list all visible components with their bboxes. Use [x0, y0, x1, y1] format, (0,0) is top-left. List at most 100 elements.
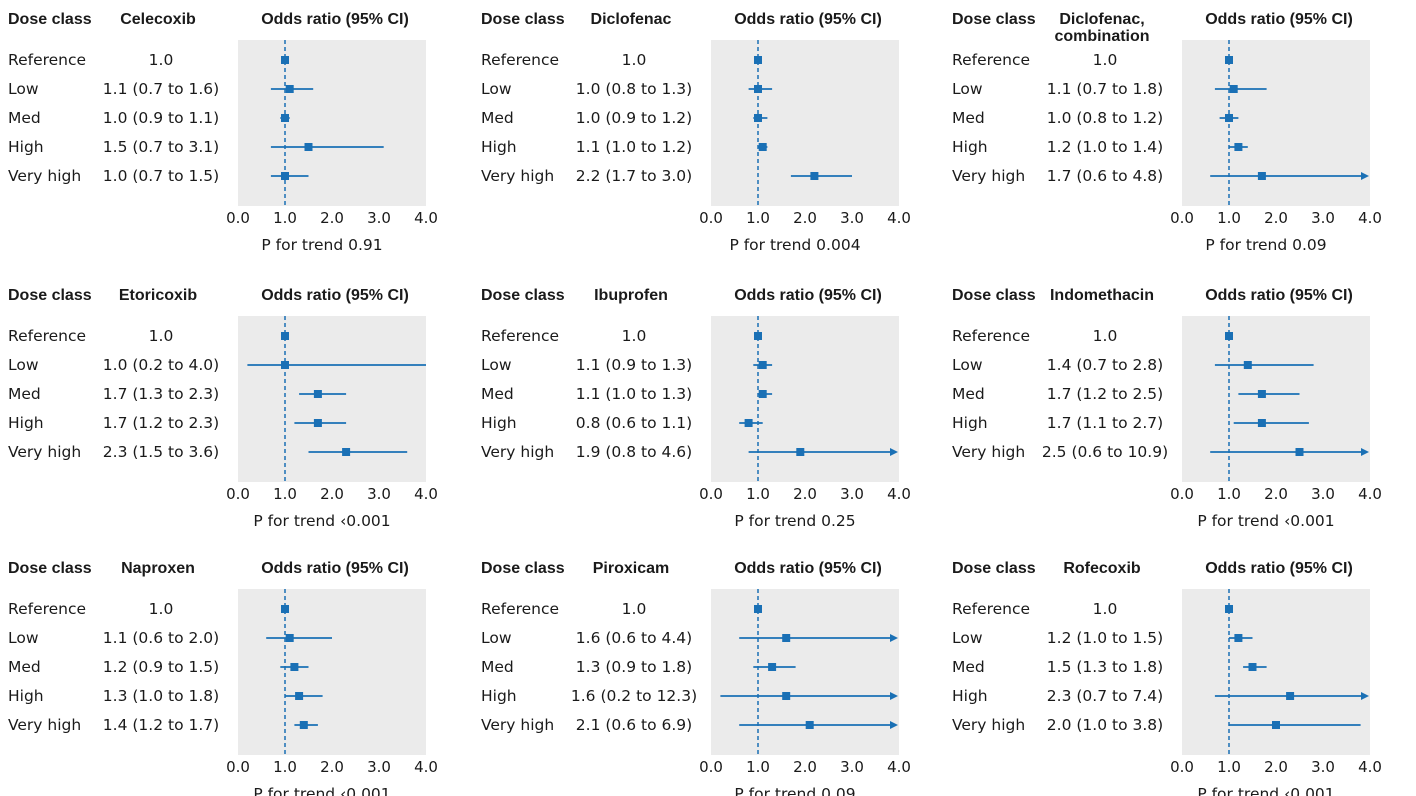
or-value: 1.5 (0.7 to 3.1): [103, 138, 219, 156]
dose-label: Very high: [952, 443, 1025, 461]
or-value: 1.1 (0.7 to 1.6): [103, 80, 219, 98]
axis-tick-label: 1.0: [273, 485, 297, 503]
plot-area: [1182, 316, 1370, 482]
plot-area: [711, 589, 899, 755]
dose-label: High: [481, 687, 517, 705]
ci-arrow: [1361, 692, 1369, 700]
point-estimate: [313, 419, 322, 427]
point-estimate: [1257, 419, 1266, 427]
p-for-trend: P for trend 0.004: [729, 236, 860, 254]
or-value: 1.0: [622, 600, 647, 618]
point-estimate: [281, 605, 289, 613]
dose-label: Very high: [8, 716, 81, 734]
dose-label: High: [8, 687, 44, 705]
axis-tick-label: 0.0: [1170, 758, 1194, 776]
forest-panel-4: Dose class Etoricoxib Odds ratio (95% CI) R…: [8, 287, 438, 530]
or-value: 1.0: [149, 600, 174, 618]
axis-tick-label: 1.0: [273, 209, 297, 227]
axis-tick-label: 2.0: [793, 758, 817, 776]
dose-label: Reference: [8, 51, 86, 69]
or-value: 1.1 (1.0 to 1.3): [576, 385, 692, 403]
axis-tick-label: 4.0: [887, 485, 911, 503]
ci-arrow: [890, 634, 898, 642]
or-value: 1.1 (0.6 to 2.0): [103, 629, 219, 647]
odds-ratio-header: Odds ratio (95% CI): [261, 11, 409, 28]
odds-ratio-header: Odds ratio (95% CI): [1205, 287, 1353, 304]
forest-panel-5: Dose class Ibuprofen Odds ratio (95% CI) Re…: [481, 287, 911, 530]
axis-tick-label: 2.0: [793, 209, 817, 227]
dose-class-header: Dose class: [952, 560, 1036, 577]
axis-tick-label: 3.0: [840, 485, 864, 503]
axis-tick-label: 4.0: [414, 209, 438, 227]
axis-tick-label: 0.0: [1170, 485, 1194, 503]
dose-class-header: Dose class: [481, 287, 565, 304]
point-estimate: [281, 332, 289, 340]
p-for-trend: P for trend ‹0.001: [1197, 785, 1334, 796]
or-value: 1.2 (0.9 to 1.5): [103, 658, 219, 676]
drug-name: Rofecoxib: [1063, 560, 1141, 577]
plot-area: [238, 589, 426, 755]
dose-label: Very high: [8, 443, 81, 461]
axis-tick-label: 3.0: [367, 209, 391, 227]
point-estimate: [281, 361, 289, 369]
forest-panel-9: Dose class Rofecoxib Odds ratio (95% CI) Re…: [952, 560, 1382, 796]
ci-arrow: [1361, 172, 1369, 180]
or-value: 1.0 (0.9 to 1.1): [103, 109, 219, 127]
or-value: 1.0: [1093, 327, 1118, 345]
drug-name: Etoricoxib: [119, 287, 197, 304]
or-value: 1.0: [1093, 600, 1118, 618]
dose-label: High: [952, 414, 988, 432]
point-estimate: [1248, 663, 1257, 671]
or-value: 1.3 (0.9 to 1.8): [576, 658, 692, 676]
or-value: 1.1 (1.0 to 1.2): [576, 138, 692, 156]
or-value: 1.0: [622, 327, 647, 345]
or-value: 1.7 (1.3 to 2.3): [103, 385, 219, 403]
point-estimate: [758, 390, 767, 398]
or-value: 1.7 (0.6 to 4.8): [1047, 167, 1163, 185]
dose-label: Low: [952, 80, 983, 98]
or-value: 1.2 (1.0 to 1.5): [1047, 629, 1163, 647]
ci-arrow: [890, 448, 898, 456]
dose-label: High: [481, 138, 517, 156]
point-estimate: [1286, 692, 1295, 700]
or-value: 1.3 (1.0 to 1.8): [103, 687, 219, 705]
point-estimate: [754, 56, 762, 64]
or-value: 1.0: [149, 327, 174, 345]
forest-panel-2: Dose class Diclofenac Odds ratio (95% CI) R…: [481, 11, 911, 254]
dose-label: High: [952, 138, 988, 156]
axis-tick-label: 3.0: [1311, 209, 1335, 227]
dose-label: Reference: [8, 327, 86, 345]
dose-label: Reference: [8, 600, 86, 618]
dose-class-header: Dose class: [8, 560, 92, 577]
dose-class-header: Dose class: [481, 11, 565, 28]
dose-label: Reference: [481, 327, 559, 345]
dose-class-header: Dose class: [8, 11, 92, 28]
dose-label: High: [952, 687, 988, 705]
axis-tick-label: 2.0: [793, 485, 817, 503]
point-estimate: [744, 419, 753, 427]
dose-label: Low: [952, 629, 983, 647]
drug-name: Diclofenac: [591, 11, 672, 28]
point-estimate: [281, 172, 289, 180]
point-estimate: [281, 114, 289, 122]
forest-panel-8: Dose class Piroxicam Odds ratio (95% CI) Re…: [481, 560, 911, 796]
dose-label: Low: [952, 356, 983, 374]
point-estimate: [285, 85, 294, 93]
axis-tick-label: 2.0: [320, 485, 344, 503]
dose-class-header: Dose class: [952, 287, 1036, 304]
axis-tick-label: 1.0: [746, 209, 770, 227]
forest-panel-1: Dose class Celecoxib Odds ratio (95% CI) Re…: [8, 11, 438, 254]
dose-label: Very high: [481, 167, 554, 185]
odds-ratio-header: Odds ratio (95% CI): [261, 287, 409, 304]
point-estimate: [805, 721, 814, 729]
point-estimate: [1272, 721, 1280, 729]
dose-label: Med: [952, 658, 985, 676]
point-estimate: [281, 56, 289, 64]
drug-name: Diclofenac, combination: [1054, 11, 1149, 45]
p-for-trend: P for trend ‹0.001: [1197, 512, 1334, 530]
axis-tick-label: 4.0: [414, 485, 438, 503]
or-value: 1.0 (0.8 to 1.2): [1047, 109, 1163, 127]
dose-label: High: [481, 414, 517, 432]
axis-tick-label: 2.0: [1264, 485, 1288, 503]
axis-tick-label: 2.0: [1264, 758, 1288, 776]
